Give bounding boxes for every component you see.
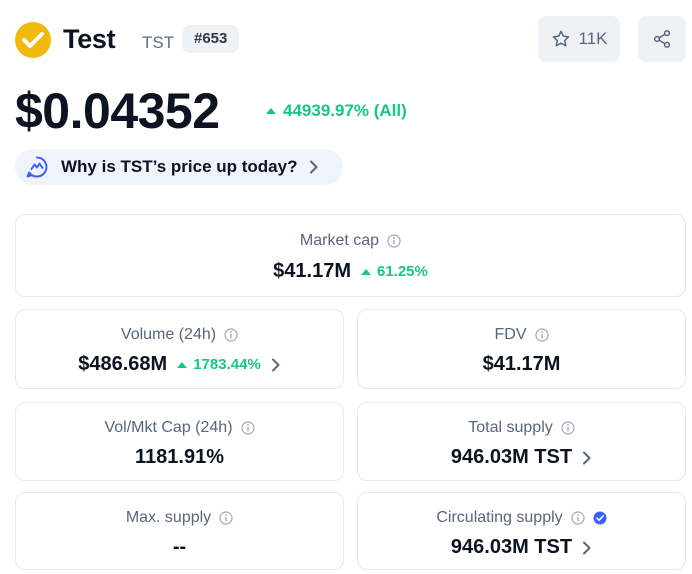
chevron-right-icon xyxy=(583,541,591,554)
why-price-up-link[interactable]: Why is TST’s price up today? xyxy=(15,149,343,185)
share-icon xyxy=(653,30,671,48)
coin-name: Test xyxy=(63,24,116,54)
info-icon[interactable] xyxy=(534,328,549,342)
total-supply-label: Total supply xyxy=(468,419,553,436)
chart-chat-icon xyxy=(26,156,48,178)
volume-change: 1783.44% xyxy=(177,356,261,373)
market-cap-value: $41.17M xyxy=(273,260,351,282)
volume-value: $486.68M xyxy=(78,353,168,375)
max-supply-value: -- xyxy=(172,536,187,558)
chevron-right-icon xyxy=(310,160,318,174)
fdv-value: $41.17M xyxy=(482,353,561,375)
info-icon[interactable] xyxy=(571,511,585,525)
star-icon xyxy=(552,30,569,47)
info-icon[interactable] xyxy=(240,421,255,435)
triangle-up-icon xyxy=(266,108,276,114)
market-cap-change: 61.25% xyxy=(360,263,428,280)
chevron-right-icon xyxy=(583,451,591,464)
circulating-supply-card[interactable]: Circulating supply 946.03M TST xyxy=(357,492,686,570)
triangle-up-icon xyxy=(360,268,371,275)
max-supply-card: Max. supply -- xyxy=(15,492,344,570)
share-button[interactable] xyxy=(638,16,686,62)
volume-change-value: 1783.44% xyxy=(193,356,261,373)
price-change: 44939.97% (All) xyxy=(266,101,407,121)
circulating-supply-value: 946.03M TST xyxy=(450,536,573,558)
total-supply-card[interactable]: Total supply 946.03M TST xyxy=(357,402,686,481)
vol-mkt-cap-label: Vol/Mkt Cap (24h) xyxy=(104,419,233,436)
info-icon[interactable] xyxy=(219,511,233,525)
price-value: $0.04352 xyxy=(15,83,220,139)
info-icon[interactable] xyxy=(561,421,575,435)
circulating-supply-label: Circulating supply xyxy=(436,509,563,526)
info-icon[interactable] xyxy=(387,234,401,248)
chevron-right-icon xyxy=(271,358,280,371)
why-price-up-label: Why is TST’s price up today? xyxy=(61,157,298,176)
fdv-card: FDV $41.17M xyxy=(357,309,686,389)
volume-card[interactable]: Volume (24h) $486.68M 1783.44% xyxy=(15,309,344,389)
total-supply-value: 946.03M TST xyxy=(450,446,573,468)
vol-mkt-cap-value: 1181.91% xyxy=(135,446,224,468)
check-circle-icon xyxy=(15,22,51,58)
coin-header: Test TST #653 11K xyxy=(15,16,686,64)
price-change-value: 44939.97% (All) xyxy=(283,101,407,120)
volume-label: Volume (24h) xyxy=(120,326,217,343)
verified-badge-icon xyxy=(593,511,607,525)
watchlist-button[interactable]: 11K xyxy=(538,16,620,62)
info-icon[interactable] xyxy=(224,328,238,342)
triangle-up-icon xyxy=(177,361,188,368)
market-cap-change-value: 61.25% xyxy=(376,263,428,280)
max-supply-label: Max. supply xyxy=(125,509,212,526)
coin-symbol: TST xyxy=(142,33,175,52)
rank-badge: #653 xyxy=(182,25,240,53)
market-cap-card[interactable]: Market cap $41.17M 61.25% xyxy=(15,214,686,297)
fdv-label: FDV xyxy=(494,326,527,343)
vol-mkt-cap-card: Vol/Mkt Cap (24h) 1181.91% xyxy=(15,402,344,481)
market-cap-label: Market cap xyxy=(299,232,380,249)
watchlist-count: 11K xyxy=(578,29,608,48)
